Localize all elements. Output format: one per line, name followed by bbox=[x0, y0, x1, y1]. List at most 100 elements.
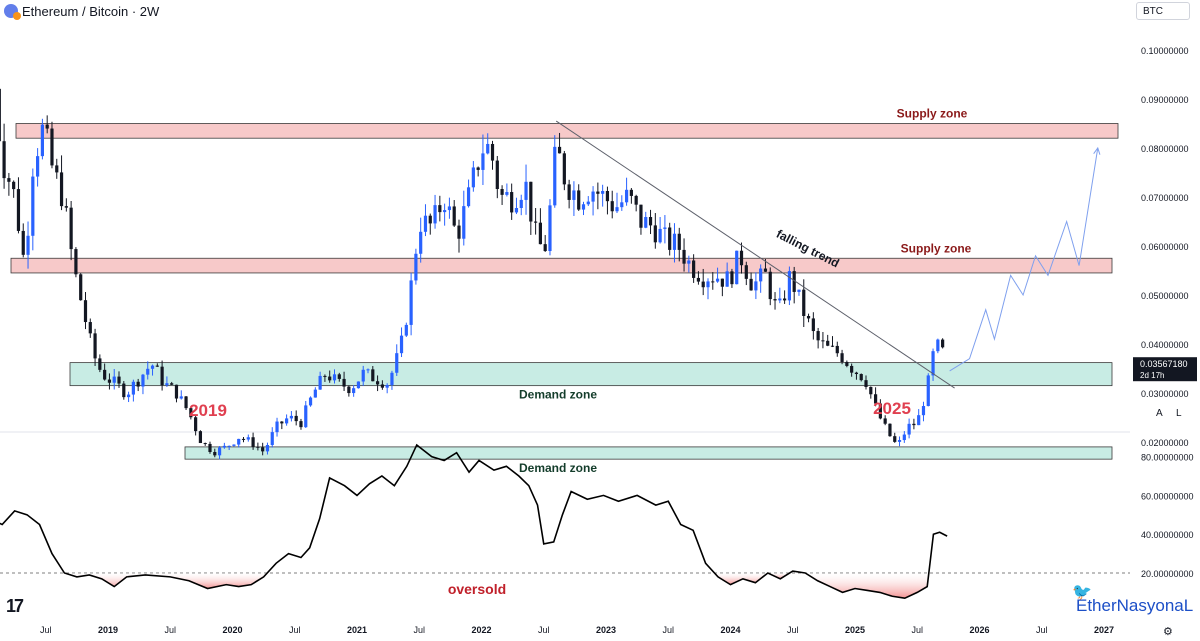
rsi-layer: oversold bbox=[0, 443, 1130, 600]
price-tick-label: 0.07000000 bbox=[1141, 193, 1189, 203]
candle-body bbox=[59, 172, 64, 207]
candle-body bbox=[926, 375, 930, 407]
candle-body bbox=[237, 438, 241, 445]
candle-body bbox=[356, 381, 361, 389]
candle-body bbox=[744, 265, 748, 279]
log-scale-button[interactable]: L bbox=[1176, 408, 1182, 419]
candle-body bbox=[639, 204, 643, 228]
candle-body bbox=[529, 181, 533, 222]
candle-body bbox=[404, 324, 408, 336]
candle-body bbox=[419, 231, 423, 254]
candle-body bbox=[280, 421, 284, 424]
candle-body bbox=[495, 160, 499, 190]
candle-body bbox=[840, 353, 844, 362]
candle-body bbox=[538, 222, 542, 245]
demand-zone-box bbox=[184, 446, 1113, 460]
candle-body bbox=[265, 444, 270, 452]
candle-body bbox=[98, 358, 102, 370]
candle-body bbox=[797, 289, 801, 292]
candle-body bbox=[208, 443, 212, 452]
candle-body bbox=[706, 281, 710, 288]
candle-body bbox=[447, 206, 452, 211]
last-price-label: 0.03567180 bbox=[1140, 359, 1188, 369]
candle-body bbox=[601, 191, 605, 194]
symbol-title[interactable]: Ethereum / Bitcoin · 2W bbox=[22, 3, 160, 19]
time-tick-label: Jul bbox=[787, 625, 799, 635]
candle-body bbox=[179, 396, 183, 399]
rsi-tick-label: 20.00000000 bbox=[1141, 569, 1194, 579]
candle-body bbox=[845, 361, 849, 366]
projection-arrowhead bbox=[1093, 146, 1101, 155]
candle-body bbox=[720, 278, 724, 287]
candle-body bbox=[270, 432, 274, 445]
candle-body bbox=[835, 345, 839, 354]
candle-body bbox=[893, 436, 897, 442]
gear-icon[interactable]: ⚙ bbox=[1163, 626, 1173, 638]
candle-body bbox=[184, 396, 188, 409]
candle-body bbox=[69, 207, 73, 250]
chart-header: Ethereum / Bitcoin · 2W bbox=[0, 0, 159, 22]
candle-body bbox=[160, 366, 164, 386]
candle-body bbox=[428, 215, 432, 224]
candle-body bbox=[653, 225, 657, 243]
candle-body bbox=[543, 244, 547, 252]
candle-body bbox=[112, 376, 116, 383]
candle-body bbox=[763, 268, 768, 272]
currency-button[interactable]: BTC bbox=[1136, 2, 1190, 20]
auto-scale-button[interactable]: A bbox=[1156, 408, 1163, 419]
candle-body bbox=[787, 271, 791, 301]
tradingview-logo: 17 bbox=[6, 596, 24, 616]
candle-body bbox=[754, 281, 758, 291]
candle-body bbox=[883, 418, 887, 424]
time-tick-label: 2025 bbox=[845, 625, 865, 635]
candle-body bbox=[897, 440, 902, 442]
price-tick-label: 0.04000000 bbox=[1141, 340, 1189, 350]
candle-body bbox=[7, 178, 11, 182]
candle-body bbox=[213, 451, 217, 456]
candle-body bbox=[409, 280, 413, 325]
time-tick-label: 2026 bbox=[969, 625, 989, 635]
candle-body bbox=[443, 210, 447, 213]
candle-body bbox=[423, 215, 428, 232]
time-tick-label: 2023 bbox=[596, 625, 616, 635]
candle-body bbox=[93, 333, 97, 359]
candle-body bbox=[749, 278, 753, 291]
price-tick-label: 0.10000000 bbox=[1141, 46, 1189, 56]
candle-body bbox=[55, 165, 59, 173]
candle-body bbox=[830, 345, 835, 347]
candle-body bbox=[821, 340, 825, 342]
candle-body bbox=[88, 322, 92, 334]
candle-body bbox=[715, 278, 720, 282]
last-price-box bbox=[1133, 357, 1197, 382]
candle-body bbox=[174, 384, 179, 399]
candle-body bbox=[936, 339, 940, 352]
candle-body bbox=[323, 375, 327, 377]
candle-body bbox=[395, 353, 399, 373]
candle-body bbox=[251, 437, 255, 447]
candle-body bbox=[79, 274, 83, 301]
year-label-2019: 2019 bbox=[189, 401, 227, 420]
time-tick-label: Jul bbox=[538, 625, 550, 635]
candle-body bbox=[586, 201, 590, 205]
countdown-label: 2d 17h bbox=[1140, 371, 1164, 380]
candle-body bbox=[227, 445, 231, 447]
supply-zone-label: Supply zone bbox=[901, 241, 972, 255]
candle-body bbox=[380, 384, 384, 388]
rsi-tick-label: 60.00000000 bbox=[1141, 491, 1194, 501]
candle-body bbox=[64, 206, 68, 208]
candle-body bbox=[232, 444, 236, 446]
candle-body bbox=[476, 167, 480, 170]
candle-body bbox=[873, 394, 878, 404]
candle-body bbox=[941, 339, 945, 348]
candle-body bbox=[375, 381, 380, 385]
candle-body bbox=[103, 369, 107, 380]
candle-body bbox=[931, 351, 935, 376]
candle-body bbox=[12, 181, 16, 190]
candle-body bbox=[299, 421, 303, 428]
time-tick-label: 2021 bbox=[347, 625, 367, 635]
candle-body bbox=[778, 298, 782, 301]
candle-body bbox=[222, 445, 226, 448]
candle-body bbox=[917, 415, 921, 426]
candle-body bbox=[21, 230, 25, 255]
